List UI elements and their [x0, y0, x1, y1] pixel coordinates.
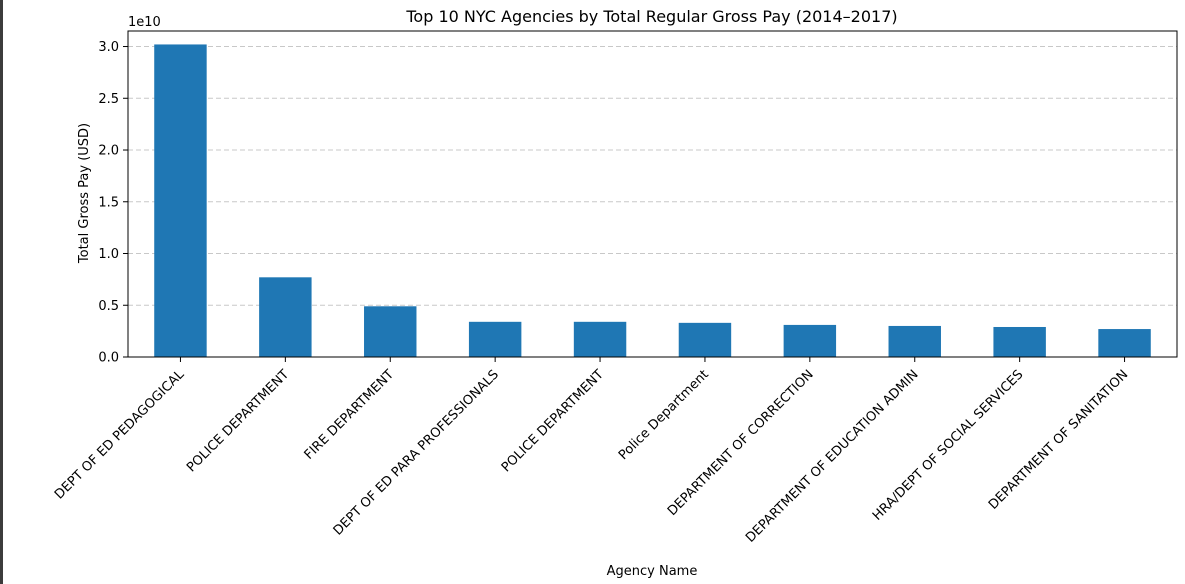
y-scale-label: 1e10	[128, 15, 161, 30]
bar	[468, 321, 522, 357]
y-tick-label: 1.5	[98, 195, 119, 210]
x-tick-label: DEPT OF ED PARA PROFESSIONALS	[331, 367, 502, 538]
y-tick-label: 2.5	[98, 92, 119, 107]
plot-frame	[127, 30, 1178, 358]
bars	[154, 44, 1151, 357]
y-tick-label: 1.0	[98, 247, 119, 262]
bar	[259, 277, 312, 357]
x-tick-label: POLICE DEPARTMENT	[184, 367, 292, 475]
y-axis-label: Total Gross Pay (USD)	[77, 123, 92, 264]
bar	[364, 306, 417, 357]
y-tick-label: 3.0	[98, 40, 119, 55]
bar	[888, 325, 941, 357]
y-tick-label: 0.5	[98, 299, 119, 314]
grid-lines	[128, 46, 1177, 306]
x-axis-label: Agency Name	[607, 564, 698, 579]
chart-title: Top 10 NYC Agencies by Total Regular Gro…	[405, 7, 897, 26]
y-tick-label: 0.0	[98, 351, 119, 366]
bar	[1098, 329, 1151, 357]
x-tick-label: FIRE DEPARTMENT	[302, 367, 397, 462]
y-ticks: 0.0 0.5 1.0 1.5 2.0 2.5 3.0	[98, 40, 128, 366]
bar	[154, 44, 207, 357]
bar	[993, 326, 1046, 357]
x-tick-label: DEPARTMENT OF EDUCATION ADMIN	[743, 367, 922, 546]
bar	[678, 322, 732, 357]
bar	[573, 321, 627, 357]
y-tick-label: 2.0	[98, 144, 119, 159]
window-edge	[0, 0, 3, 584]
x-tick-label: Police Department	[616, 367, 712, 463]
x-tick-label: DEPT OF ED PEDAGOGICAL	[52, 367, 188, 503]
bar	[783, 324, 837, 357]
x-tick-label: POLICE DEPARTMENT	[499, 367, 607, 475]
